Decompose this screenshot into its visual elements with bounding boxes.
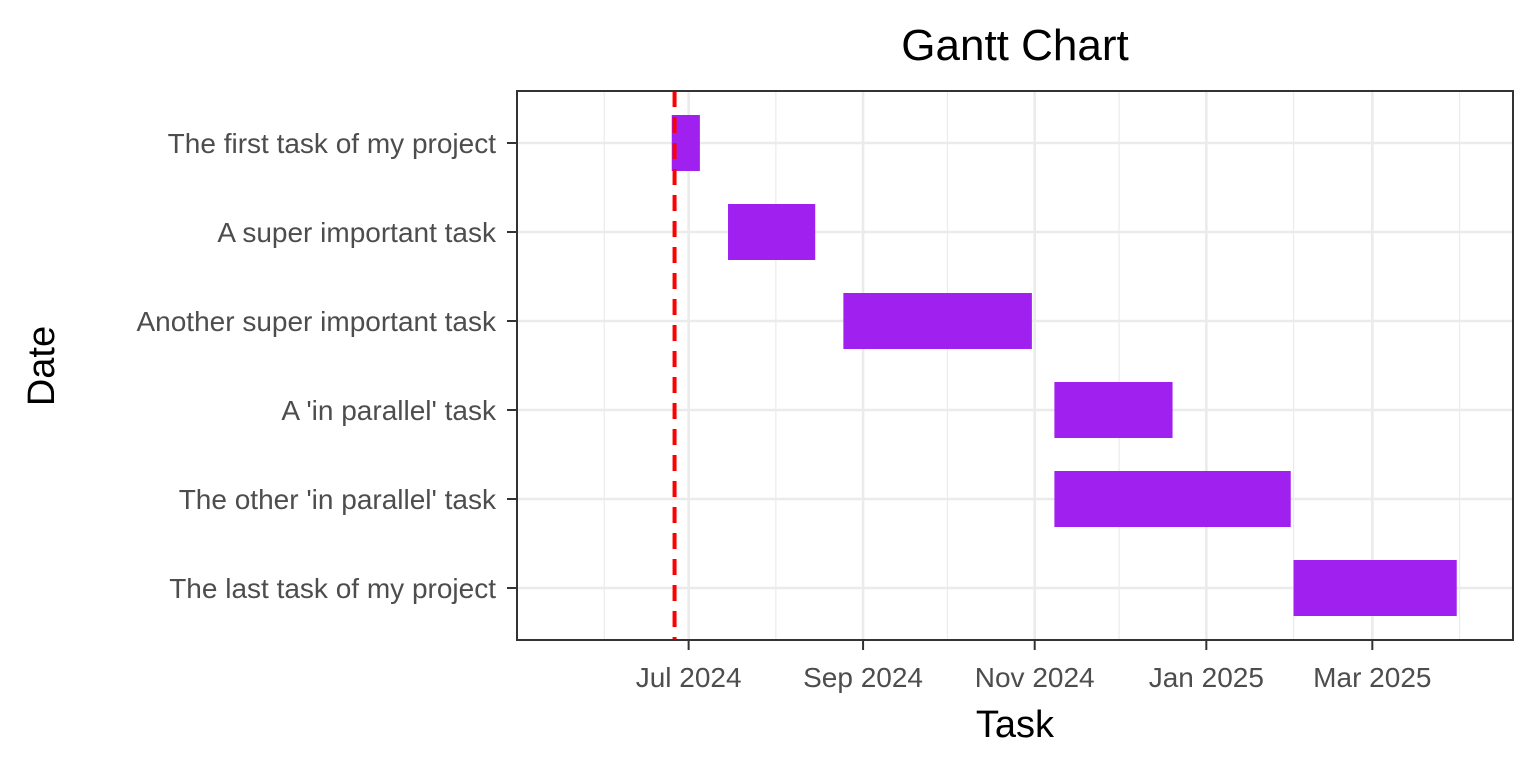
task-bar	[1054, 382, 1173, 438]
x-axis-title: Task	[976, 704, 1055, 746]
y-tick-label: The last task of my project	[169, 573, 496, 604]
bars-layer	[671, 115, 1457, 616]
y-tick-label: A super important task	[217, 217, 497, 248]
y-axis-title: Date	[21, 326, 63, 406]
panel-border	[516, 90, 1514, 641]
y-axis: The first task of my project A super impo…	[136, 128, 517, 604]
x-tick-label: Sep 2024	[803, 662, 923, 693]
y-tick-label: Another super important task	[136, 306, 497, 337]
x-tick-label: Jan 2025	[1149, 662, 1264, 693]
y-tick-label: A 'in parallel' task	[281, 395, 497, 426]
chart-title: Gantt Chart	[901, 21, 1128, 70]
task-bar	[843, 293, 1032, 349]
task-bar	[1054, 471, 1291, 527]
task-bar	[1293, 560, 1457, 616]
grid-layer	[517, 91, 1513, 640]
x-tick-label: Mar 2025	[1313, 662, 1431, 693]
x-tick-label: Jul 2024	[636, 662, 742, 693]
x-tick-label: Nov 2024	[975, 662, 1095, 693]
y-tick-label: The other 'in parallel' task	[179, 484, 497, 515]
task-bar	[728, 204, 816, 260]
y-tick-label: The first task of my project	[168, 128, 497, 159]
x-axis: Jul 2024 Sep 2024 Nov 2024 Jan 2025 Mar 2025	[636, 640, 1431, 693]
